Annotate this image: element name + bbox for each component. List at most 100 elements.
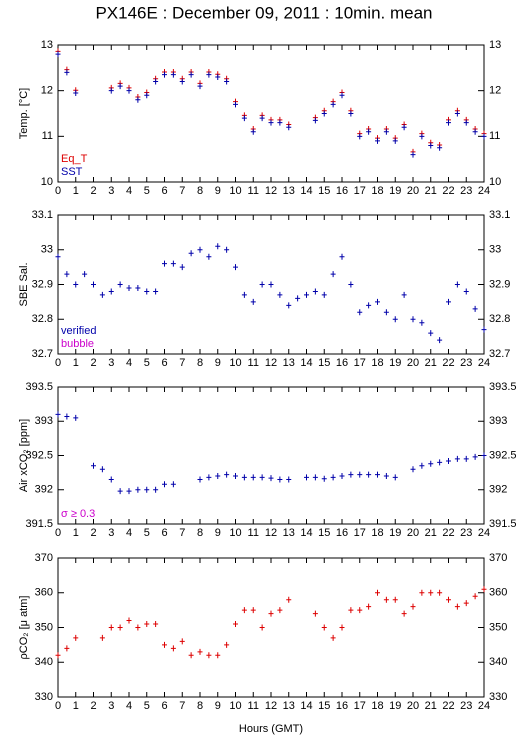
data-point — [64, 413, 70, 420]
data-point — [144, 486, 150, 493]
data-point — [348, 471, 354, 478]
y-tick-label: 13 — [41, 39, 53, 51]
data-point — [481, 586, 487, 593]
data-point — [463, 600, 469, 607]
data-point — [437, 459, 443, 466]
x-tick-label: 6 — [161, 185, 167, 197]
data-point — [410, 151, 416, 158]
data-point — [472, 305, 478, 312]
data-point — [259, 624, 265, 631]
data-point — [295, 295, 301, 302]
data-point — [135, 284, 141, 291]
legend-label: SST — [61, 166, 83, 178]
y-axis-label: ρCO₂ [μ atm] — [18, 596, 30, 660]
data-point — [428, 589, 434, 596]
y-tick-label-right: 393 — [489, 415, 507, 427]
x-tick-label: 5 — [144, 357, 150, 369]
legend-label: bubble — [61, 338, 94, 350]
x-tick-label: 0 — [55, 700, 61, 712]
data-point — [339, 473, 345, 480]
data-point — [197, 246, 203, 253]
x-tick-label: 0 — [55, 357, 61, 369]
data-point — [162, 260, 167, 267]
x-tick-label: 19 — [389, 185, 401, 197]
data-point — [454, 455, 460, 462]
data-point — [144, 288, 150, 295]
data-point — [312, 610, 318, 617]
x-tick-label: 4 — [126, 527, 132, 539]
data-point — [117, 83, 123, 90]
x-tick-label: 8 — [197, 700, 203, 712]
data-point — [215, 73, 221, 80]
data-point — [330, 101, 336, 108]
data-point — [339, 92, 345, 99]
data-point — [321, 291, 327, 298]
data-point — [135, 96, 141, 103]
x-tick-label: 7 — [179, 700, 185, 712]
x-tick-label: 19 — [389, 527, 401, 539]
data-point — [339, 253, 345, 260]
plot-frame — [57, 386, 485, 525]
x-tick-label: 6 — [161, 527, 167, 539]
data-point — [73, 89, 79, 96]
data-point — [259, 474, 265, 481]
data-point — [383, 473, 389, 480]
x-tick-label: 11 — [248, 700, 259, 712]
data-point — [375, 589, 380, 596]
x-tick-label: 14 — [300, 527, 312, 539]
x-tick-label: 0 — [55, 527, 61, 539]
y-tick-label: 393.5 — [25, 381, 53, 393]
data-point — [241, 291, 247, 298]
y-tick-label-right: 393.5 — [489, 381, 517, 393]
data-point — [55, 253, 61, 260]
data-point — [330, 634, 336, 641]
x-tick-label: 24 — [478, 700, 490, 712]
x-tick-label: 22 — [442, 700, 454, 712]
data-point — [446, 457, 451, 464]
data-point — [321, 475, 327, 482]
x-tick-label: 14 — [300, 357, 312, 369]
x-tick-label: 5 — [144, 700, 150, 712]
y-tick-label: 10 — [41, 176, 53, 188]
data-point — [454, 110, 460, 117]
x-tick-label: 10 — [229, 527, 241, 539]
data-point — [392, 137, 398, 144]
data-point — [428, 142, 434, 149]
data-point — [428, 330, 434, 337]
x-tick-label: 8 — [197, 357, 203, 369]
data-point — [250, 298, 256, 305]
data-point — [259, 115, 265, 122]
x-tick-label: 20 — [407, 700, 419, 712]
x-tick-label: 1 — [73, 700, 79, 712]
x-tick-label: 23 — [460, 700, 472, 712]
data-point — [241, 607, 247, 614]
data-point — [454, 603, 460, 610]
data-point — [64, 645, 70, 652]
data-point — [268, 119, 274, 126]
y-tick-label-right: 350 — [489, 621, 507, 633]
data-point — [179, 78, 185, 85]
y-tick-label: 32.7 — [32, 348, 53, 360]
data-point — [375, 137, 380, 144]
y-tick-label: 32.9 — [32, 278, 53, 290]
x-tick-label: 18 — [371, 185, 383, 197]
data-point — [304, 474, 309, 481]
x-tick-label: 4 — [126, 700, 132, 712]
y-tick-label: 370 — [35, 552, 53, 564]
data-point — [197, 83, 203, 90]
y-tick-label-right: 391.5 — [489, 518, 517, 530]
data-point — [410, 603, 416, 610]
x-tick-label: 23 — [460, 357, 472, 369]
data-point — [446, 119, 451, 126]
data-point — [153, 486, 159, 493]
y-tick-label-right: 13 — [489, 39, 501, 51]
data-point — [437, 589, 443, 596]
x-tick-label: 15 — [318, 185, 330, 197]
data-point — [73, 634, 79, 641]
x-tick-label: 15 — [318, 700, 330, 712]
y-tick-label-right: 330 — [489, 691, 507, 703]
data-point — [108, 624, 114, 631]
x-tick-label: 5 — [144, 185, 150, 197]
data-point — [64, 69, 70, 76]
data-point — [277, 291, 283, 298]
